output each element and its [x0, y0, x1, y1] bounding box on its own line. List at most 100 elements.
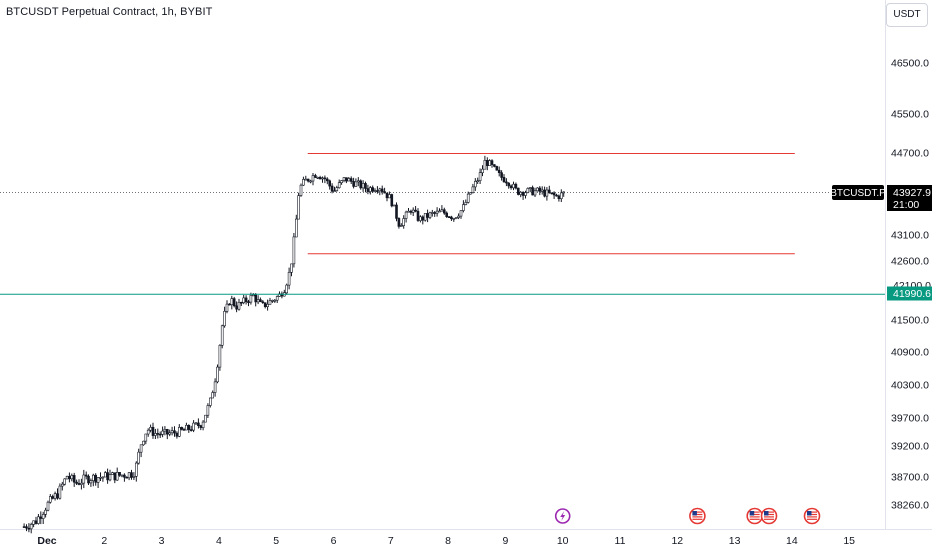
candle — [130, 469, 133, 480]
candle — [330, 183, 334, 194]
candle — [426, 209, 429, 223]
candle — [87, 474, 90, 485]
time-tick-label: 11 — [615, 535, 626, 547]
candle — [213, 378, 217, 397]
candle — [378, 187, 382, 196]
candle — [139, 444, 143, 458]
candle — [309, 179, 312, 184]
candle — [373, 188, 377, 193]
candle — [22, 523, 26, 528]
candle — [442, 207, 446, 215]
candle — [466, 191, 470, 204]
candle — [435, 207, 439, 217]
lightning-icon[interactable] — [554, 508, 571, 524]
support-price-tag: 42100.0 41990.6 — [887, 280, 932, 301]
candle — [53, 491, 57, 501]
candle — [299, 183, 303, 197]
candle — [168, 429, 171, 437]
candle — [337, 179, 341, 189]
candle — [58, 483, 62, 500]
candle — [182, 427, 186, 431]
candle — [376, 186, 379, 194]
candle — [454, 217, 458, 220]
candle — [223, 306, 226, 328]
candle — [144, 433, 148, 445]
candle — [120, 474, 124, 478]
candle — [75, 479, 78, 485]
candle — [490, 159, 494, 168]
price-tick-label: 42600.0 — [891, 256, 929, 268]
candle — [538, 186, 542, 196]
candle — [509, 184, 513, 190]
candle — [464, 199, 468, 206]
price-tick-label: 40900.0 — [891, 347, 929, 359]
last-price-tag: 43927.9 21:00 — [887, 185, 932, 211]
candle — [323, 175, 327, 184]
candle — [68, 472, 71, 483]
candle — [450, 215, 453, 221]
candle — [306, 178, 310, 183]
candle — [528, 187, 532, 193]
candle — [48, 494, 52, 504]
candle — [547, 185, 551, 194]
time-tick-label: 6 — [331, 535, 337, 547]
candle — [559, 189, 563, 202]
price-tick-label: 38260.0 — [891, 500, 929, 512]
candle — [340, 180, 343, 185]
candle — [414, 206, 417, 213]
us-flag-icon[interactable] — [689, 507, 706, 525]
candle — [524, 190, 527, 199]
candle — [294, 214, 298, 238]
candle — [268, 297, 272, 305]
candle — [423, 213, 427, 222]
candle — [302, 176, 305, 186]
candle — [438, 208, 441, 213]
candle — [187, 424, 191, 433]
candle — [237, 298, 241, 311]
candle — [154, 428, 157, 439]
candle — [89, 478, 93, 487]
candle — [562, 191, 566, 197]
candle — [104, 471, 107, 478]
candle — [29, 522, 33, 534]
candle — [170, 426, 174, 436]
candle — [445, 211, 449, 218]
candle — [457, 213, 460, 220]
candle — [497, 166, 501, 177]
candle — [199, 424, 203, 431]
candle — [56, 488, 59, 500]
currency-button[interactable]: USDT — [886, 3, 928, 27]
us-flag-icon[interactable] — [760, 507, 778, 525]
candle — [397, 217, 401, 229]
candle — [280, 291, 284, 299]
candle — [543, 186, 546, 198]
candle — [361, 180, 365, 192]
candle — [416, 208, 420, 222]
candle — [314, 173, 317, 178]
candle — [46, 500, 50, 512]
candle — [230, 295, 234, 310]
candle — [478, 168, 482, 184]
candle — [108, 469, 112, 482]
candle — [473, 178, 477, 191]
candle — [84, 471, 88, 480]
candle — [421, 215, 425, 225]
us-flag-icon[interactable] — [746, 507, 764, 525]
candle — [275, 295, 279, 303]
candle — [225, 300, 229, 314]
candle — [101, 476, 105, 482]
candle — [514, 182, 518, 190]
candle — [228, 303, 231, 306]
candle — [163, 426, 167, 436]
levels-layer — [0, 153, 885, 295]
candle — [342, 177, 346, 183]
time-tick-label: 13 — [729, 535, 741, 547]
candle — [166, 428, 169, 440]
us-flag-icon[interactable] — [803, 507, 821, 525]
candle — [32, 520, 35, 528]
candle — [123, 473, 126, 482]
time-tick-label: 4 — [216, 535, 222, 547]
price-tick-label: 39200.0 — [891, 441, 929, 453]
